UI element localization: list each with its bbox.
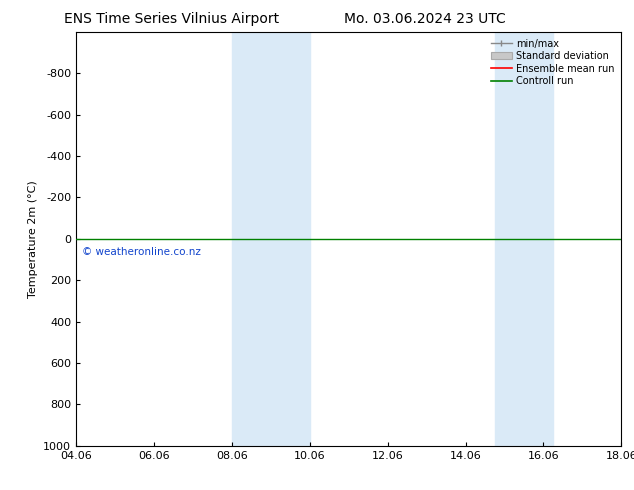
Text: © weatheronline.co.nz: © weatheronline.co.nz xyxy=(82,247,201,257)
Legend: min/max, Standard deviation, Ensemble mean run, Controll run: min/max, Standard deviation, Ensemble me… xyxy=(489,37,616,88)
Bar xyxy=(232,32,310,446)
Bar xyxy=(495,32,553,446)
Text: Mo. 03.06.2024 23 UTC: Mo. 03.06.2024 23 UTC xyxy=(344,12,506,26)
Text: ENS Time Series Vilnius Airport: ENS Time Series Vilnius Airport xyxy=(63,12,279,26)
Y-axis label: Temperature 2m (°C): Temperature 2m (°C) xyxy=(28,180,37,298)
